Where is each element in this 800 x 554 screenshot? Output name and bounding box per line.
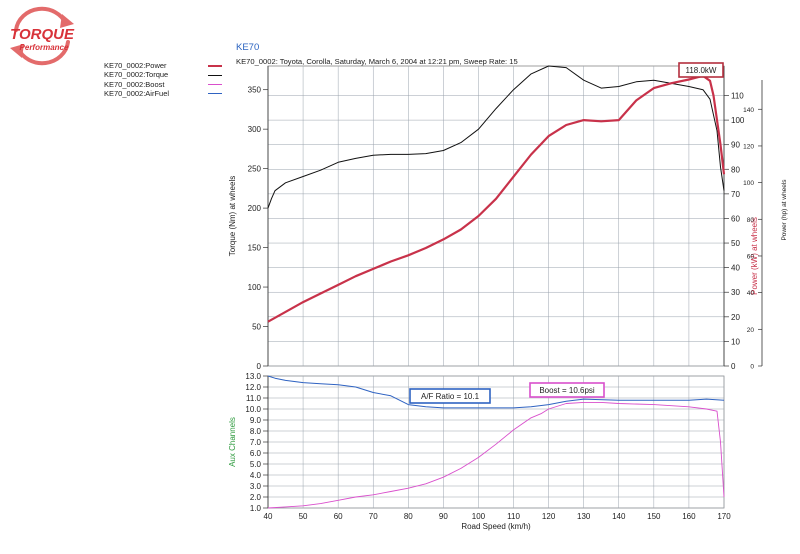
- aux-tick-label: 10.0: [245, 405, 261, 414]
- x-tick-label: 70: [369, 512, 378, 521]
- legend-label: KE70_0002:Power: [104, 61, 167, 70]
- series-power-line: [267, 74, 726, 323]
- far-right-tick-label: 140: [743, 107, 754, 114]
- x-tick-label: 80: [404, 512, 413, 521]
- left-tick-label: 350: [248, 86, 262, 95]
- x-tick-label: 40: [264, 512, 273, 521]
- logo-main-text: TORQUE: [10, 26, 75, 43]
- right-tick-label: 10: [731, 337, 740, 346]
- aux-tick-label: 12.0: [245, 383, 261, 392]
- aux-tick-label: 6.0: [250, 449, 262, 458]
- legend-item: KE70_0002:Power: [104, 61, 222, 70]
- legend-swatch: [208, 84, 222, 86]
- top-panel-frame: [267, 65, 725, 367]
- peak-power-label-box: [678, 62, 724, 78]
- left-tick-label: 300: [248, 125, 262, 134]
- legend-item: KE70_0002:Boost: [104, 80, 222, 89]
- x-tick-label: 160: [682, 512, 696, 521]
- aux-tick-label: 1.0: [250, 504, 262, 513]
- logo-arrow-ring-icon: [10, 6, 74, 66]
- left-tick-label: 200: [248, 204, 262, 213]
- legend-item: KE70_0002:AirFuel: [104, 89, 222, 98]
- aux-tick-label: 5.0: [250, 460, 262, 469]
- left-tick-label: 150: [248, 244, 262, 253]
- right-tick-label: 0: [731, 362, 736, 371]
- legend-label: KE70_0002:Torque: [104, 70, 169, 80]
- far-right-axis-label: Power (hp) at wheels: [781, 179, 788, 241]
- far-right-tick-label: 120: [743, 143, 754, 150]
- far-right-tick-label: 40: [747, 290, 755, 297]
- right-tick-label: 30: [731, 288, 740, 297]
- legend-item: KE70_0002:Torque: [104, 70, 222, 79]
- x-tick-label: 170: [717, 512, 731, 521]
- boost-label-box: [529, 382, 605, 398]
- right-tick-label: 40: [731, 264, 740, 273]
- right-axis-label: Power (kW) at wheels: [750, 217, 759, 295]
- x-axis-label: Road Speed (km/h): [461, 522, 531, 531]
- aux-tick-label: 7.0: [250, 438, 262, 447]
- left-tick-label: 0: [257, 362, 262, 371]
- x-tick-label: 110: [507, 512, 520, 521]
- peak-power-label-text: 118.0kW: [686, 66, 717, 75]
- chart-legend: KE70_0002:Power KE70_0002:Torque KE70_0002…: [104, 61, 222, 99]
- right-tick-label: 60: [731, 214, 740, 223]
- legend-swatch: [208, 74, 222, 76]
- x-tick-label: 90: [439, 512, 448, 521]
- left-axis-label: Torque (Nm) at wheels: [228, 176, 237, 256]
- chart-title: KE70: [236, 42, 260, 53]
- right-tick-label: 100: [731, 116, 745, 125]
- right-tick-label: 80: [731, 165, 740, 174]
- aux-tick-label: 9.0: [250, 416, 262, 425]
- far-right-tick-label: 20: [747, 327, 755, 334]
- legend-swatch: [208, 93, 222, 95]
- af-ratio-label-box: [409, 388, 491, 404]
- legend-swatch: [208, 64, 222, 67]
- right-tick-label: 50: [731, 239, 740, 248]
- x-tick-label: 150: [647, 512, 661, 521]
- series-boost-line: [267, 401, 725, 509]
- logo-sub-text: Performance: [20, 43, 69, 52]
- x-tick-label: 130: [577, 512, 591, 521]
- far-right-tick-label: 80: [747, 217, 755, 224]
- left-tick-label: 50: [252, 323, 261, 332]
- x-tick-label: 120: [542, 512, 556, 521]
- aux-tick-label: 13.0: [245, 372, 261, 381]
- boost-label-text: Boost = 10.6psi: [539, 386, 595, 395]
- torque-performance-logo: TORQUE Performance: [10, 6, 75, 66]
- legend-label: KE70_0002:AirFuel: [104, 89, 170, 99]
- aux-tick-label: 8.0: [250, 427, 262, 436]
- series-airfuel-line: [267, 375, 725, 409]
- legend-label: KE70_0002:Boost: [104, 79, 165, 89]
- x-tick-label: 100: [472, 512, 486, 521]
- aux-tick-label: 2.0: [250, 493, 262, 502]
- aux-tick-label: 11.0: [246, 394, 262, 403]
- far-right-tick-label: 0: [750, 364, 754, 371]
- far-right-tick-label: 100: [743, 180, 754, 187]
- left-tick-label: 250: [248, 165, 262, 174]
- series-torque-line: [267, 65, 725, 209]
- aux-axis-label: Aux Channels: [228, 417, 237, 467]
- right-tick-label: 90: [731, 141, 740, 150]
- aux-tick-label: 3.0: [250, 482, 262, 491]
- far-right-tick-label: 60: [747, 253, 755, 260]
- right-tick-label: 110: [731, 92, 744, 101]
- af-ratio-label-text: A/F Ratio = 10.1: [421, 392, 480, 401]
- right-tick-label: 70: [731, 190, 740, 199]
- x-tick-label: 140: [612, 512, 626, 521]
- aux-tick-label: 4.0: [250, 471, 262, 480]
- chart-subtitle: KE70_0002: Toyota, Corolla, Saturday, Ma…: [236, 57, 518, 66]
- left-tick-label: 100: [248, 283, 262, 292]
- right-tick-label: 20: [731, 313, 740, 322]
- x-tick-label: 60: [334, 512, 343, 521]
- x-tick-label: 50: [299, 512, 308, 521]
